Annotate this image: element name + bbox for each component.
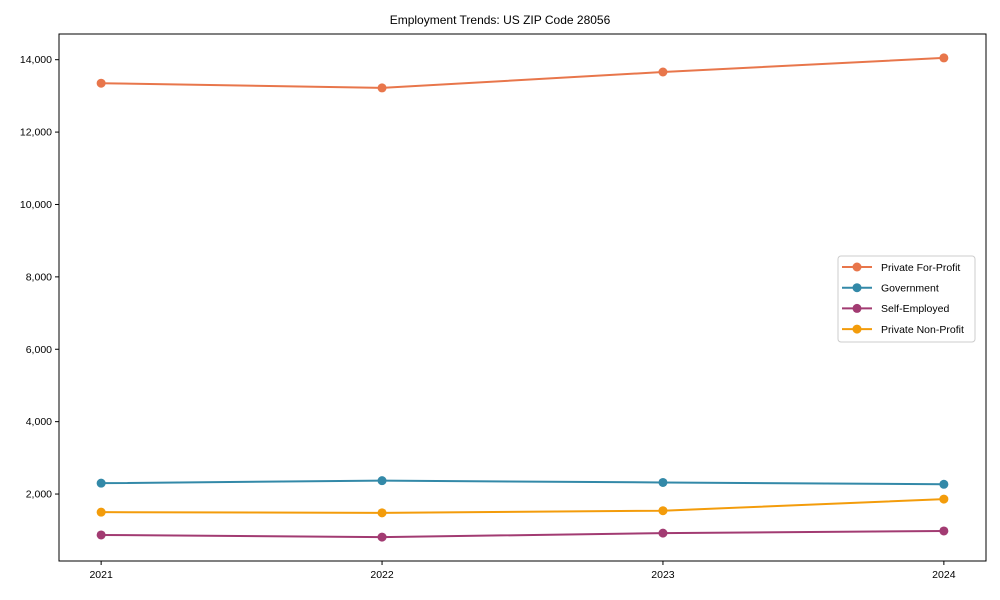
data-point-marker: [96, 78, 106, 88]
data-point-marker: [96, 530, 106, 540]
data-point-marker: [939, 494, 949, 504]
data-point-marker: [658, 67, 668, 77]
data-point-marker: [377, 532, 387, 542]
legend-label: Self-Employed: [881, 303, 949, 315]
series-line: [100, 56, 945, 89]
legend-marker-dot: [852, 283, 862, 293]
data-point-marker: [658, 477, 668, 487]
x-axis-tick-label: 2024: [932, 569, 956, 581]
data-point-marker: [377, 83, 387, 93]
x-axis-tick-label: 2022: [370, 569, 394, 581]
plot-border: [58, 33, 987, 562]
data-point-marker: [96, 478, 106, 488]
y-axis-tick-label: 14,000: [20, 54, 52, 66]
data-point-marker: [377, 476, 387, 486]
legend-label: Government: [881, 283, 939, 295]
series-line: [100, 479, 945, 486]
series-line: [100, 498, 945, 514]
data-point-marker: [377, 508, 387, 518]
legend-box: [837, 255, 976, 343]
legend-label: Private For-Profit: [881, 262, 960, 274]
y-axis-tick-label: 10,000: [20, 199, 52, 211]
y-axis-tick-label: 6,000: [26, 344, 52, 356]
series-line: [100, 529, 945, 539]
y-axis-tick-label: 12,000: [20, 127, 52, 139]
data-point-marker: [658, 506, 668, 516]
y-axis-tick-label: 2,000: [26, 489, 52, 501]
data-point-marker: [658, 528, 668, 538]
y-axis-tick-label: 8,000: [26, 271, 52, 283]
legend-marker-dot: [852, 303, 862, 313]
x-axis-tick-label: 2021: [89, 569, 113, 581]
data-point-marker: [939, 526, 949, 536]
legend-marker-dot: [852, 324, 862, 334]
legend-label: Private Non-Profit: [881, 324, 964, 336]
data-point-marker: [939, 53, 949, 63]
y-axis-tick-label: 4,000: [26, 416, 52, 428]
data-point-marker: [939, 479, 949, 489]
x-axis-tick-label: 2023: [651, 569, 675, 581]
legend-marker-dot: [852, 262, 862, 272]
data-point-marker: [96, 507, 106, 517]
chart-title: Employment Trends: US ZIP Code 28056: [389, 13, 611, 27]
